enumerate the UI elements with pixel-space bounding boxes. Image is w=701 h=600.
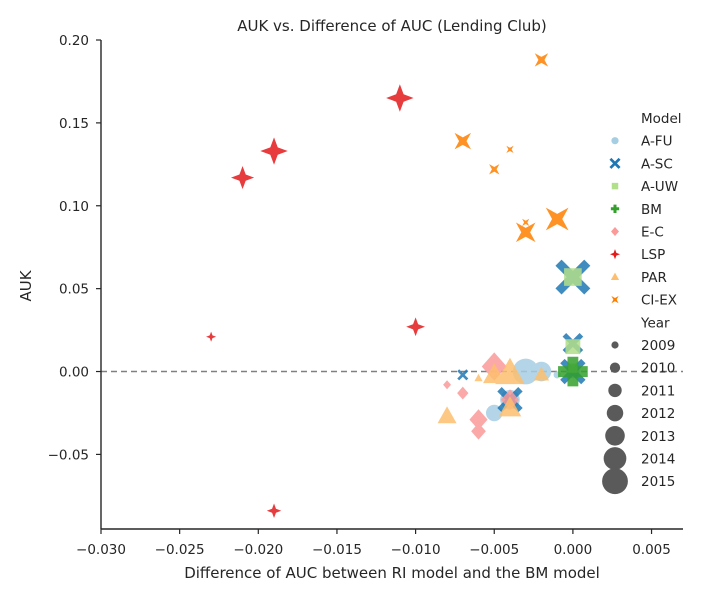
legend-size-marker [611,341,619,349]
x-tick-label: 0.005 [632,542,671,558]
legend-size-marker [605,426,625,446]
data-point [386,84,414,112]
legend-marker-par [610,272,620,280]
legend-marker-a-uw [611,182,619,190]
data-point [498,396,522,417]
legend-label-year: 2010 [641,361,675,377]
series-ci-ex [454,53,569,243]
data-point [231,166,255,190]
legend-label-ci-ex: CI-EX [641,293,677,309]
legend-label-e-c: E-C [641,225,664,241]
legend-marker-ci-ex [611,296,619,304]
axes-layer: −0.030 −0.025 −0.020 −0.015 −0.010 −0.005 0.00… [48,33,683,558]
y-tick-label: 0.05 [59,282,89,298]
legend-label-year: 2015 [641,474,675,490]
series-par [437,357,550,424]
x-tick-label: −0.010 [391,542,441,558]
legend-marker-lsp [609,249,621,260]
legend-title-model: Model [641,111,682,127]
legend-label-year: 2009 [641,338,675,354]
legend-label-a-sc: A-SC [641,156,673,172]
data-point [260,137,288,165]
legend-marker-a-sc [609,157,621,169]
series-bm [558,356,588,387]
chart-title: AUK vs. Difference of AUC (Lending Club) [237,17,547,35]
legend-label-a-fu: A-FU [641,134,672,150]
legend-label-a-uw: A-UW [641,179,678,195]
x-tick-label: −0.030 [76,542,126,558]
data-point [469,409,488,430]
data-point [266,503,282,518]
legend-label-lsp: LSP [641,247,665,263]
legend-size-marker [608,383,622,398]
legend-marker-a-fu [611,137,619,145]
x-tick-label: −0.015 [312,542,362,558]
x-tick-label: −0.005 [469,542,519,558]
data-point [443,380,452,390]
data-point [522,218,530,226]
series-a-sc [457,259,591,413]
data-point [482,363,506,384]
data-point [565,339,581,355]
legend-size-marker [603,447,627,470]
y-axis-label: AUK [17,269,35,301]
legend-marker-e-c [611,227,619,236]
legend-size-marker [602,468,628,495]
legend-label-bm: BM [641,202,662,218]
series-a-uw [564,268,582,373]
data-point [474,373,483,382]
legend-size-marker [606,404,624,422]
data-point [457,369,469,381]
y-tick-label: 0.10 [59,199,89,215]
legend-label-par: PAR [641,270,667,286]
legend-label-year: 2011 [641,383,675,399]
legend-label-year: 2014 [641,452,675,468]
y-tick-label: 0.00 [59,365,89,381]
legend-label-year: 2012 [641,406,675,422]
x-tick-label: 0.000 [554,542,593,558]
x-tick-label: −0.025 [155,542,205,558]
data-point [564,268,582,286]
legend-size-marker [609,362,621,373]
legend-title-year: Year [640,315,670,331]
data-point [437,406,457,424]
data-point [515,222,536,243]
y-tick-label: 0.20 [59,33,89,49]
x-tick-label: −0.020 [233,542,283,558]
legend-label-year: 2013 [641,429,675,445]
data-point [534,53,549,67]
data-point [568,364,578,373]
legend-marker-bm [610,204,620,213]
data-point [545,207,569,231]
series-lsp [206,84,425,518]
x-axis-label: Difference of AUC between RI model and t… [184,564,600,582]
data-point [489,164,500,175]
y-tick-label: −0.05 [48,447,89,463]
data-point [457,386,469,400]
data-point [406,317,425,337]
legend: Model A-FU A-SC A-UW BM E-C LSP PAR CI-EX Year 200… [602,111,682,495]
data-point [506,145,514,154]
data-point [454,132,472,150]
data-point [206,331,217,342]
data-point [471,422,486,440]
data-point [533,366,550,381]
data-point [495,357,525,385]
y-tick-label: 0.15 [59,116,89,132]
data-points-layer [206,53,591,518]
